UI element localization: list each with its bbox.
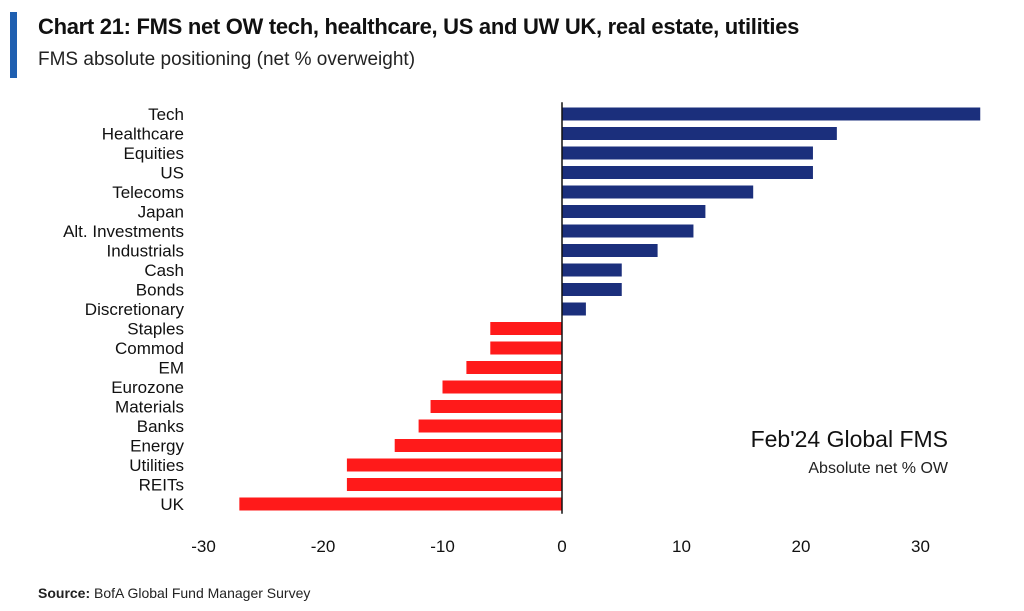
source-text: BofA Global Fund Manager Survey xyxy=(94,585,311,601)
bar-uk xyxy=(239,497,562,511)
bar-em xyxy=(466,361,562,374)
bar-reits xyxy=(346,478,562,491)
x-tick-label: 20 xyxy=(792,537,811,556)
chart-title: Chart 21: FMS net OW tech, healthcare, U… xyxy=(38,14,800,39)
x-tick-label: -20 xyxy=(311,537,336,556)
category-label: Eurozone xyxy=(111,378,184,397)
category-label: Commod xyxy=(115,339,184,358)
bar-banks xyxy=(418,419,562,433)
category-label: Telecoms xyxy=(112,183,184,202)
bar-utilities xyxy=(346,458,562,472)
bar-japan xyxy=(562,205,706,218)
x-tick-labels-group: -30 -20 -10 0 10 20 30 xyxy=(191,537,930,556)
bar-discretionary xyxy=(562,302,586,316)
bar-telecoms xyxy=(562,185,754,199)
category-label: Japan xyxy=(138,203,184,222)
category-label: Utilities xyxy=(129,456,184,475)
bars-group xyxy=(239,107,981,511)
bar-healthcare xyxy=(562,127,837,140)
bar-tech xyxy=(562,107,981,121)
category-label: US xyxy=(160,164,184,183)
category-label: Materials xyxy=(115,398,184,417)
category-label: Bonds xyxy=(136,281,184,300)
category-label: Discretionary xyxy=(85,300,185,319)
source-note: Source: BofA Global Fund Manager Survey xyxy=(38,585,310,601)
category-label: Equities xyxy=(124,144,184,163)
category-label: Banks xyxy=(137,417,184,436)
x-tick-label: 10 xyxy=(672,537,691,556)
bar-energy xyxy=(394,439,562,452)
category-label: Energy xyxy=(130,437,184,456)
annotation-subtitle: Absolute net % OW xyxy=(808,460,949,477)
category-label: Healthcare xyxy=(102,125,184,144)
bar-eurozone xyxy=(442,380,562,394)
annotation-title: Feb'24 Global FMS xyxy=(751,426,948,452)
bar-alt-investments xyxy=(562,224,694,238)
category-label: Staples xyxy=(127,320,184,339)
bar-staples xyxy=(490,322,562,335)
x-tick-label: -10 xyxy=(430,537,455,556)
chart-subtitle: FMS absolute positioning (net % overweig… xyxy=(38,49,416,70)
bar-commod xyxy=(490,341,562,355)
bar-cash xyxy=(562,263,622,277)
bar-materials xyxy=(430,400,562,413)
category-labels-group: TechHealthcareEquitiesUSTelecomsJapanAlt… xyxy=(63,105,185,514)
category-label: EM xyxy=(159,359,185,378)
category-label: Cash xyxy=(144,261,184,280)
bar-equities xyxy=(562,146,813,160)
bar-industrials xyxy=(562,244,658,257)
category-label: UK xyxy=(160,495,184,514)
category-label: REITs xyxy=(139,476,184,495)
accent-bar xyxy=(10,12,17,78)
category-label: Industrials xyxy=(107,242,184,261)
bar-bonds xyxy=(562,283,622,296)
source-label: Source: xyxy=(38,585,91,601)
x-tick-label: -30 xyxy=(191,537,216,556)
bar-us xyxy=(562,166,813,179)
category-label: Tech xyxy=(148,105,184,124)
x-tick-label: 30 xyxy=(911,537,930,556)
category-label: Alt. Investments xyxy=(63,222,184,241)
x-tick-label: 0 xyxy=(557,537,566,556)
